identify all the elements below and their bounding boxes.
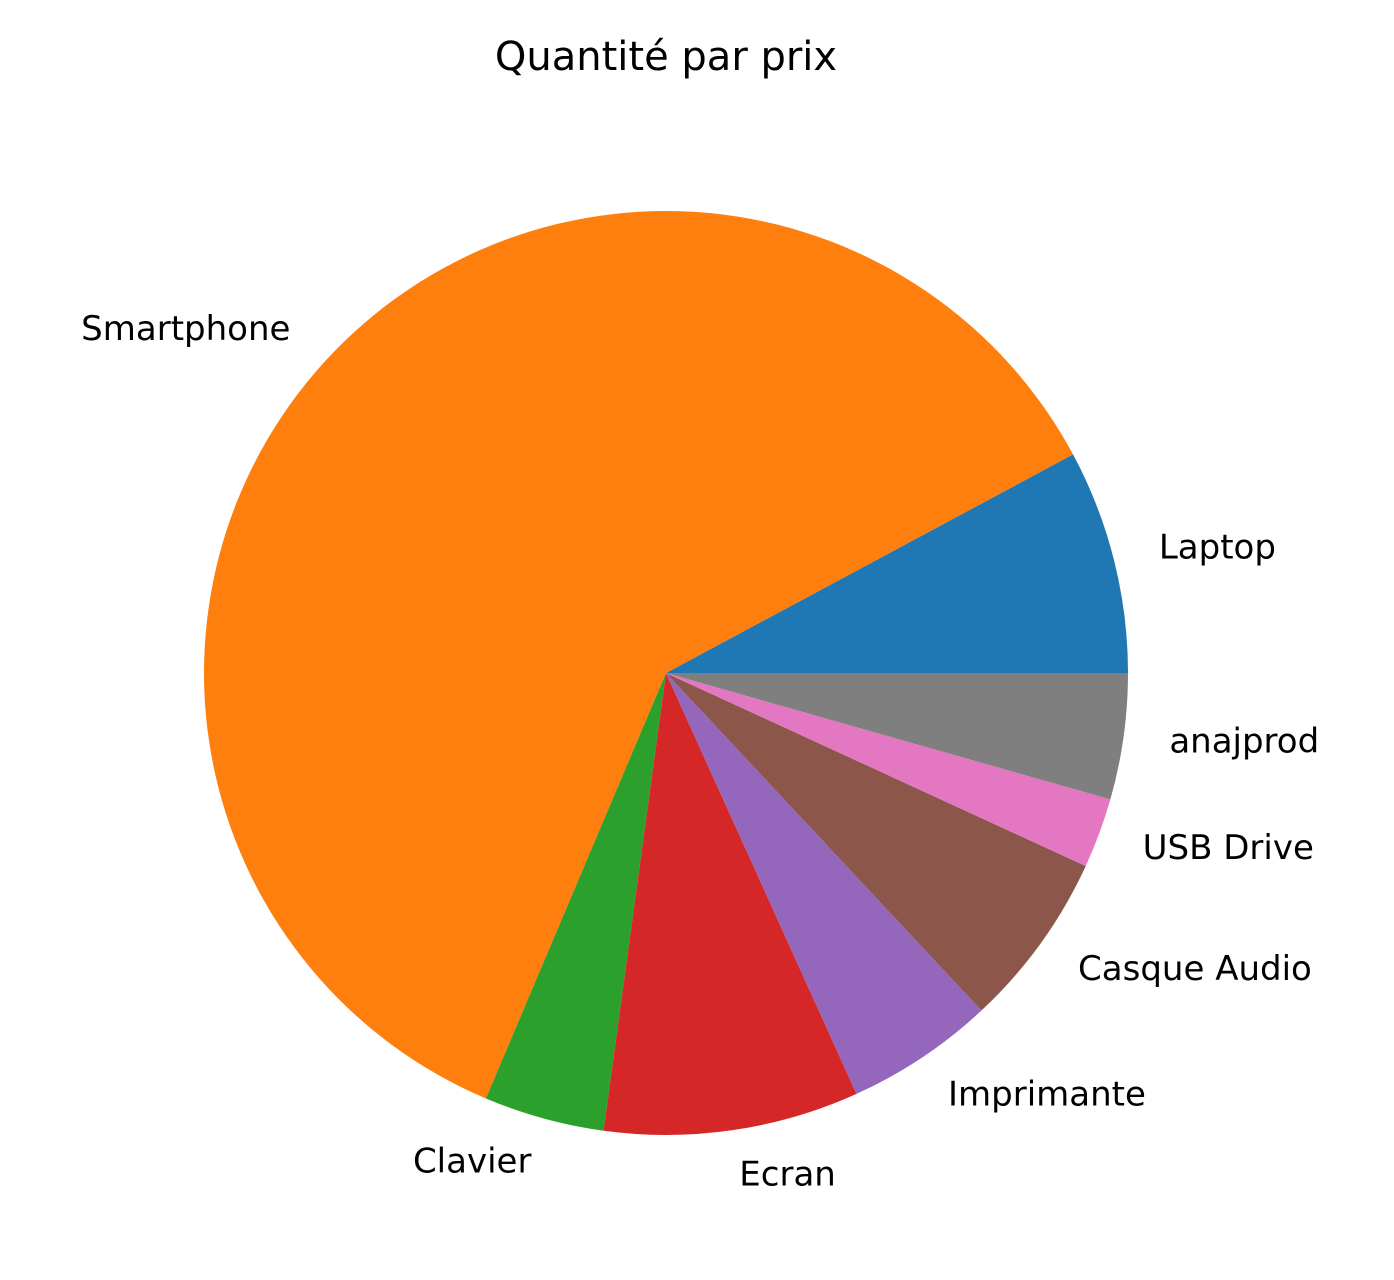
pie-label-ecran: Ecran: [739, 1154, 836, 1194]
pie-slice-smartphone: [203, 210, 1074, 1099]
pie-slice-imprimante: [666, 673, 982, 1094]
pie-slice-casque-audio: [666, 673, 1086, 1011]
chart-title: Quantité par prix: [495, 34, 837, 80]
pie-slice-usb-drive: [666, 673, 1111, 867]
pie-slice-clavier: [485, 673, 666, 1131]
pie-slice-ecran: [603, 673, 857, 1135]
pie-label-anajprod: anajprod: [1169, 722, 1319, 762]
pie-labels: Laptop Smartphone Clavier Ecran Imprimante Ca…: [81, 309, 1319, 1194]
pie-label-laptop: Laptop: [1159, 528, 1276, 568]
pie-slice-laptop: [666, 454, 1128, 673]
pie-slice-anajprod: [666, 673, 1128, 800]
pie-label-smartphone: Smartphone: [81, 309, 290, 349]
pie-slices: [203, 210, 1128, 1135]
pie-label-clavier: Clavier: [413, 1142, 532, 1182]
pie-label-casque-audio: Casque Audio: [1078, 949, 1312, 989]
pie-label-imprimante: Imprimante: [948, 1074, 1146, 1114]
pie-label-usb-drive: USB Drive: [1143, 828, 1314, 868]
